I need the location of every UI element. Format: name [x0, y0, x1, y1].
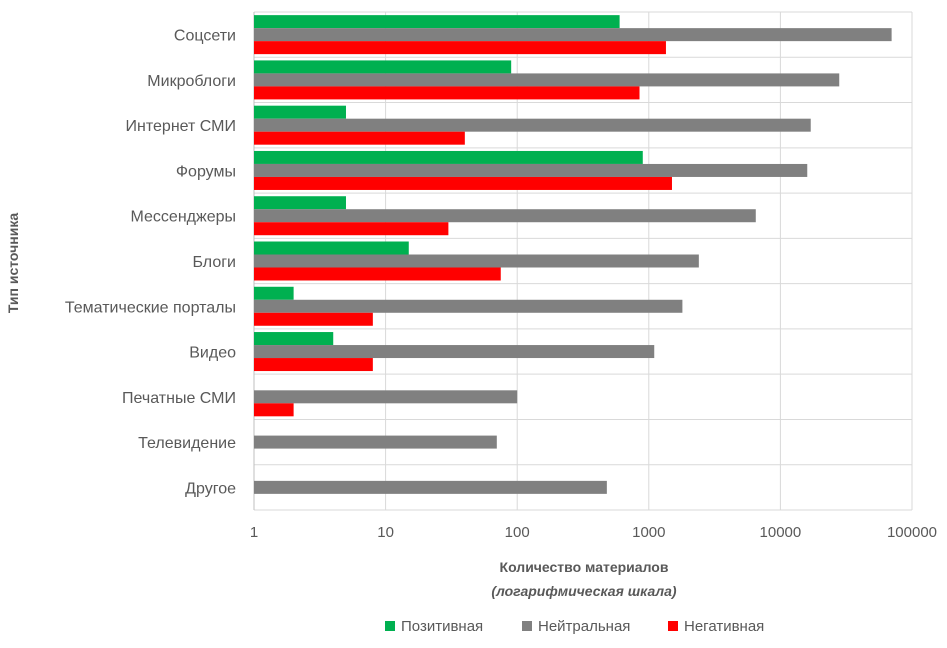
category-label: Интернет СМИ — [126, 118, 236, 135]
bar-neutral — [254, 254, 699, 268]
category-label: Соцсети — [174, 28, 236, 45]
bar-negative — [254, 176, 672, 190]
x-tick-label: 10 — [377, 524, 394, 541]
bar-positive — [254, 105, 346, 119]
x-axis-title: Количество материалов — [500, 559, 669, 575]
legend-label: Негативная — [684, 618, 764, 635]
bar-negative — [254, 222, 449, 236]
category-label: Телевидение — [138, 435, 236, 452]
bar-positive — [254, 196, 346, 210]
bar-neutral — [254, 28, 892, 42]
x-tick-label: 1000 — [632, 524, 665, 541]
bar-positive — [254, 286, 294, 300]
category-label: Другое — [185, 480, 236, 497]
bar-negative — [254, 41, 666, 55]
bar-neutral — [254, 73, 840, 87]
bar-negative — [254, 358, 373, 372]
bar-neutral — [254, 480, 607, 494]
legend-label: Нейтральная — [538, 618, 630, 635]
bar-negative — [254, 131, 465, 145]
bar-positive — [254, 332, 334, 346]
bar-neutral — [254, 390, 518, 404]
category-label: Видео — [189, 345, 236, 362]
category-label: Мессенджеры — [131, 209, 236, 226]
bar-negative — [254, 267, 501, 281]
bar-neutral — [254, 299, 683, 313]
x-tick-label: 100000 — [887, 524, 937, 541]
bar-negative — [254, 312, 373, 326]
x-tick-label: 100 — [505, 524, 530, 541]
legend-swatch — [385, 621, 395, 631]
x-tick-label: 1 — [250, 524, 258, 541]
x-tick-label: 10000 — [760, 524, 802, 541]
category-label: Тематические порталы — [65, 299, 236, 316]
bars — [254, 15, 892, 494]
category-label: Форумы — [176, 163, 236, 180]
category-labels: Соцсети Микроблоги Интернет СМИ Форумы Мессе… — [65, 28, 236, 498]
bar-positive — [254, 150, 643, 164]
legend: Позитивная Нейтральная Негативная — [385, 618, 764, 635]
bar-neutral — [254, 163, 808, 177]
x-axis-subtitle: (логарифмическая шкала) — [491, 583, 676, 599]
category-label: Блоги — [192, 254, 236, 271]
bar-negative — [254, 86, 640, 100]
bar-neutral — [254, 209, 756, 223]
bar-neutral — [254, 118, 811, 132]
y-axis-title: Тип источника — [5, 213, 21, 313]
legend-label: Позитивная — [401, 618, 483, 635]
bar-neutral — [254, 435, 497, 449]
bar-neutral — [254, 345, 655, 359]
bar-negative — [254, 403, 294, 417]
bar-positive — [254, 15, 620, 29]
legend-swatch — [522, 621, 532, 631]
category-label: Микроблоги — [147, 73, 236, 90]
category-label: Печатные СМИ — [122, 390, 236, 407]
bar-positive — [254, 241, 409, 255]
bar-positive — [254, 60, 512, 74]
legend-swatch — [668, 621, 678, 631]
x-tick-labels: 1 10 100 1000 10000 100000 — [250, 524, 937, 541]
